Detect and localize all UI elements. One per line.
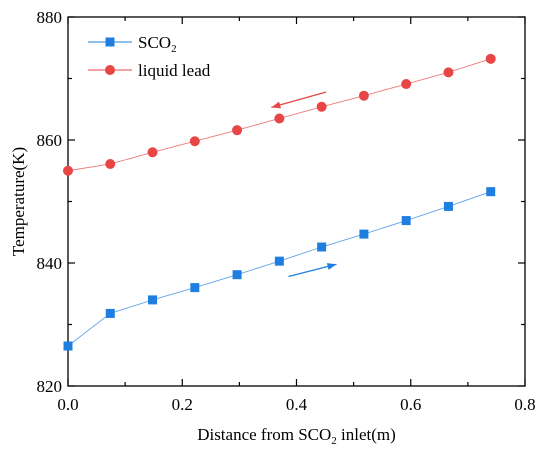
legend-label: liquid lead [138,61,211,80]
legend-marker [105,37,115,47]
x-tick-label: 0.6 [400,395,421,414]
data-point [358,90,369,101]
arrow-shaft [271,91,327,109]
x-tick-label: 0.2 [172,395,193,414]
legend-item-0: SCO2 [88,33,177,55]
data-point [316,101,327,112]
x-axis-title-part: 2 [331,435,337,447]
plot-layer: 0.0 0.2 0.4 0.6 0.8 820 840 860 880 Distance from… [9,8,536,447]
data-point [63,165,73,176]
y-tick-label: 840 [37,254,63,273]
data-point [486,187,496,197]
legend-label-part: SCO [138,33,171,52]
lead-flow-arrow [271,91,327,109]
y-axis-title: Temperature(K) [9,147,28,256]
x-axis-title-part: Distance from SCO [197,425,331,444]
arrow-head [271,101,281,109]
x-axis-title-part: inlet(m) [337,425,396,444]
data-point [232,125,243,136]
legend-label-part: 2 [171,43,177,55]
data-point [105,308,115,318]
y-tick-label: 860 [37,131,63,150]
data-point [190,283,200,293]
plot-frame [67,16,526,387]
data-point [274,113,285,124]
series-0 [63,187,496,351]
legend-label: SCO2 [138,33,177,55]
y-tick-label: 880 [37,8,63,27]
data-point [189,136,200,147]
sco2-flow-arrow [288,263,337,278]
legend: SCO2 liquid lead [88,33,211,80]
data-point [148,295,158,305]
legend-label-part: liquid lead [138,61,211,80]
y-tick-label: 820 [37,377,63,396]
data-point [105,158,116,169]
data-point [401,79,412,90]
series-line [67,191,491,347]
x-tick-label: 0.4 [286,395,308,414]
x-tick-label: 0.0 [57,395,78,414]
data-point [274,256,284,266]
legend-marker [105,65,115,75]
data-point [63,341,73,351]
data-point [147,147,158,158]
legend-item-1: liquid lead [88,61,211,80]
data-point [317,242,327,252]
series-1 [63,53,496,176]
data-point [485,53,496,64]
data-point [401,216,411,226]
arrow-head [326,263,337,270]
x-tick-label: 0.8 [514,395,535,414]
x-axis-title: Distance from SCO2 inlet(m) [197,425,396,447]
data-point [359,229,369,239]
data-point [443,201,453,211]
data-point [232,270,242,280]
data-point [443,67,454,78]
